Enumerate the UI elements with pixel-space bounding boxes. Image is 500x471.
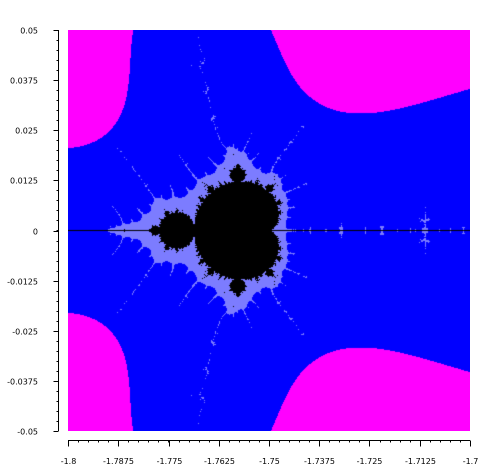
plot-area bbox=[68, 30, 470, 431]
x-tick-label: -1.775 bbox=[157, 457, 183, 466]
y-tick-label: -0.0125 bbox=[7, 278, 38, 287]
x-tick-label: -1.75 bbox=[259, 457, 280, 466]
x-tick-label: -1.7625 bbox=[204, 457, 235, 466]
y-tick-label: 0.0125 bbox=[10, 177, 38, 186]
x-tick-label: -1.7 bbox=[463, 457, 479, 466]
y-tick-label: 0.025 bbox=[15, 127, 38, 136]
y-tick-label: -0.0375 bbox=[7, 378, 38, 387]
fractal-heatmap bbox=[68, 30, 470, 431]
y-tick-label: -0.05 bbox=[17, 428, 38, 437]
x-tick-label: -1.7875 bbox=[103, 457, 134, 466]
y-tick-label: 0.0375 bbox=[10, 77, 38, 86]
y-tick-label: 0.05 bbox=[20, 27, 38, 36]
y-tick-label: 0 bbox=[33, 228, 38, 237]
x-tick-label: -1.8 bbox=[61, 457, 77, 466]
x-tick-label: -1.7125 bbox=[405, 457, 436, 466]
y-tick-label: -0.025 bbox=[12, 328, 38, 337]
x-tick-label: -1.725 bbox=[357, 457, 383, 466]
x-tick-label: -1.7375 bbox=[304, 457, 335, 466]
y-axis-ticks: 0.05 0.0375 0.025 0.0125 0 -0.0125 -0.025 -0.03… bbox=[7, 27, 59, 437]
x-axis-ticks: -1.8 -1.7875 -1.775 -1.7625 -1.75 -1.7375 -1.7… bbox=[61, 440, 479, 466]
